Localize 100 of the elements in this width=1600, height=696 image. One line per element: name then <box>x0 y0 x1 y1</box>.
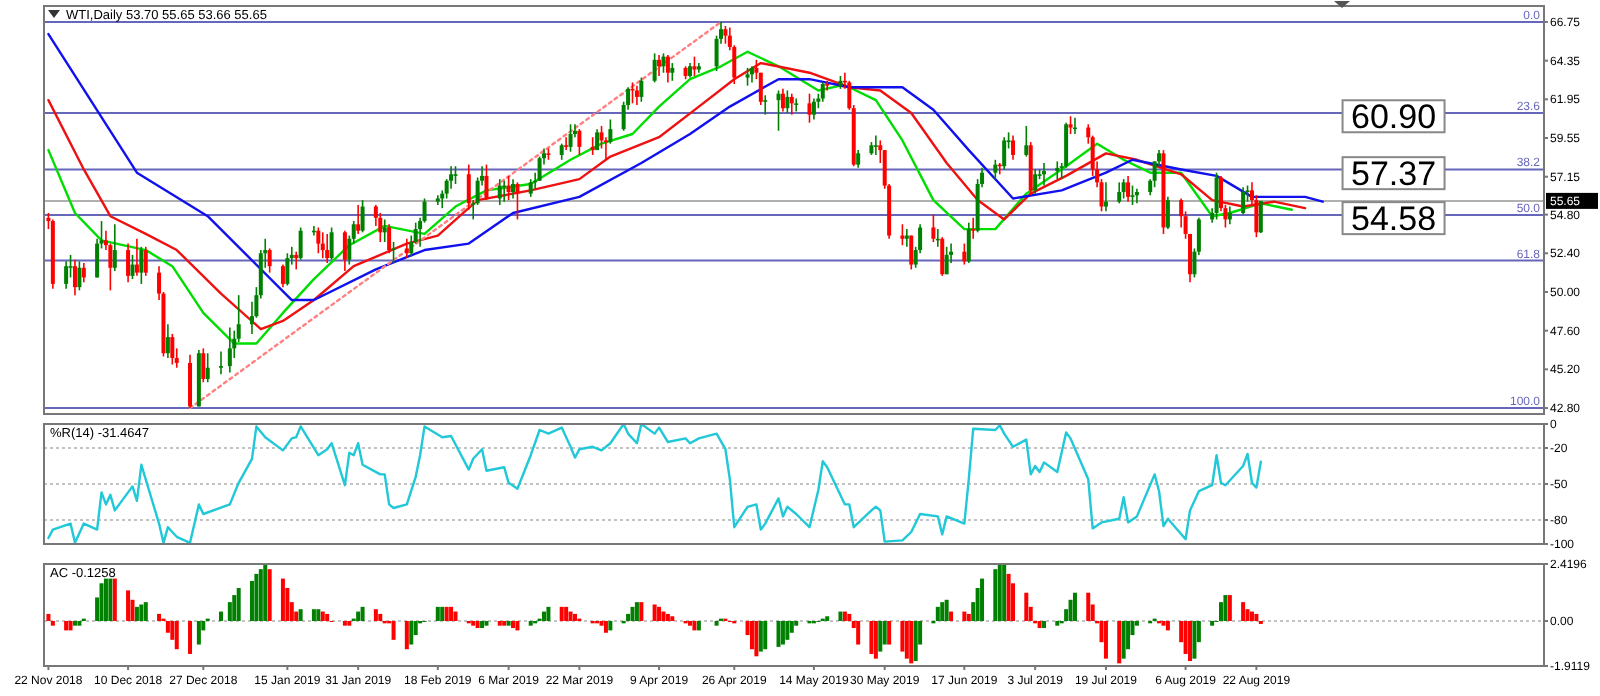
candlestick <box>971 217 976 240</box>
candlestick <box>294 250 299 271</box>
candlestick <box>966 221 971 264</box>
bar <box>347 620 352 626</box>
candlestick <box>205 352 210 384</box>
candlestick <box>661 52 666 74</box>
candlestick <box>404 237 409 259</box>
candlestick <box>77 260 82 292</box>
candlestick <box>170 333 175 366</box>
bar <box>1024 592 1029 621</box>
bar <box>50 620 55 626</box>
candlestick <box>1103 181 1108 213</box>
bar <box>634 602 639 621</box>
candlestick <box>218 350 223 375</box>
candlestick <box>391 241 396 264</box>
bar <box>639 602 644 621</box>
bar <box>453 611 458 621</box>
candlestick <box>1024 125 1029 158</box>
candlestick <box>325 233 330 264</box>
candlestick <box>1126 175 1131 203</box>
candlestick <box>378 212 383 243</box>
bar <box>1042 620 1046 629</box>
candlestick <box>807 92 812 124</box>
bar <box>603 620 608 633</box>
bar <box>944 599 949 621</box>
candlestick <box>320 231 325 259</box>
candlestick <box>449 165 454 190</box>
bar <box>873 620 878 659</box>
bar <box>630 606 635 621</box>
bar <box>878 620 883 652</box>
candlestick <box>825 80 830 92</box>
bar <box>103 578 108 621</box>
candlestick <box>1241 186 1246 216</box>
candlestick <box>993 158 998 180</box>
bar <box>311 609 316 621</box>
candlestick <box>944 246 949 276</box>
bar <box>940 602 945 621</box>
bar <box>1245 609 1250 621</box>
bar <box>391 620 396 640</box>
bar <box>856 620 861 645</box>
bar <box>652 604 657 621</box>
bar <box>528 620 533 626</box>
bar <box>780 620 785 645</box>
candlestick <box>285 252 290 287</box>
candlestick <box>1055 160 1060 180</box>
bar <box>657 606 662 621</box>
bar <box>134 606 139 621</box>
candlestick <box>665 54 670 84</box>
candlestick <box>280 263 285 288</box>
candlestick <box>64 260 69 290</box>
bar <box>232 595 237 621</box>
bar <box>196 620 201 645</box>
bar <box>542 611 546 621</box>
candlestick <box>126 242 131 284</box>
candlestick <box>1011 134 1016 161</box>
candlestick <box>568 123 573 153</box>
bar <box>661 611 666 621</box>
candlestick <box>497 178 502 206</box>
bar <box>714 620 719 626</box>
bar <box>258 569 263 621</box>
candlestick <box>931 213 936 243</box>
candlestick <box>134 237 139 277</box>
bar <box>785 620 790 640</box>
candlestick <box>608 118 613 145</box>
bar <box>1121 620 1126 659</box>
bar <box>1241 602 1246 621</box>
bar <box>72 620 77 626</box>
candlestick <box>506 175 511 201</box>
bar <box>68 620 73 631</box>
bar <box>1254 613 1259 621</box>
bar <box>1072 592 1077 621</box>
candlestick <box>692 55 697 77</box>
bar <box>325 613 330 621</box>
candlestick <box>537 155 542 182</box>
bar <box>776 620 781 647</box>
candlestick <box>1028 141 1033 197</box>
candlestick <box>820 81 825 103</box>
candlestick <box>360 199 365 234</box>
bar <box>665 613 670 621</box>
candlestick <box>785 89 790 114</box>
line-series <box>47 32 1324 302</box>
candlestick <box>515 181 520 221</box>
bar <box>572 613 577 621</box>
bar <box>280 578 285 621</box>
bar <box>126 590 131 621</box>
bar <box>1249 611 1254 621</box>
candlestick <box>329 226 334 261</box>
bar <box>887 620 892 645</box>
candlestick <box>1033 168 1038 195</box>
bar <box>758 620 763 652</box>
bar <box>64 620 69 631</box>
bar <box>564 606 569 621</box>
bar <box>99 583 104 621</box>
candlestick <box>316 226 321 255</box>
candlestick <box>1002 136 1007 171</box>
bar <box>935 606 940 621</box>
annotation: 57.37 <box>1351 155 1437 194</box>
bar <box>688 620 693 626</box>
candlestick <box>1130 184 1135 206</box>
bar <box>1103 620 1108 659</box>
